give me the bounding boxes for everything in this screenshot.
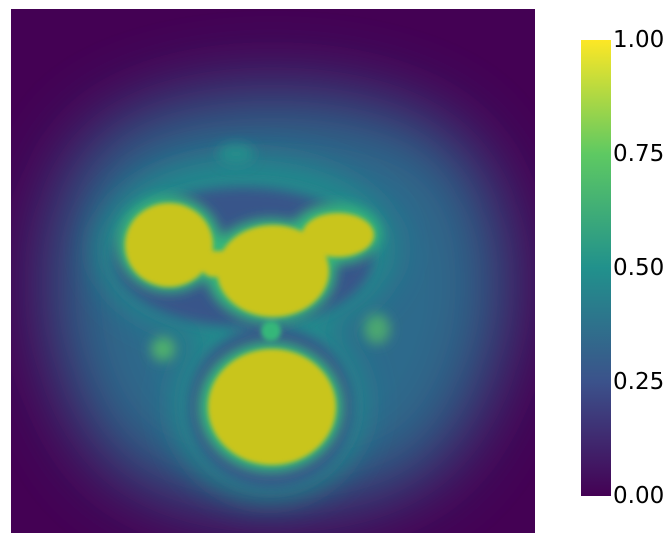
- heatmap-plot: [11, 9, 535, 533]
- colorbar-tick-label: 0.75: [613, 141, 665, 167]
- colorbar-tick-label: 0.00: [613, 483, 665, 509]
- colorbar-tick-label: 1.00: [613, 27, 665, 53]
- colorbar-tick-label: 0.25: [613, 369, 665, 395]
- colorbar-tick-label: 0.50: [613, 255, 665, 281]
- heatmap-svg: [11, 9, 535, 533]
- satellite-blobs: [151, 144, 390, 361]
- colorbar: [581, 40, 611, 496]
- blob-cores: [125, 203, 374, 465]
- colorbar-gradient: [581, 40, 611, 496]
